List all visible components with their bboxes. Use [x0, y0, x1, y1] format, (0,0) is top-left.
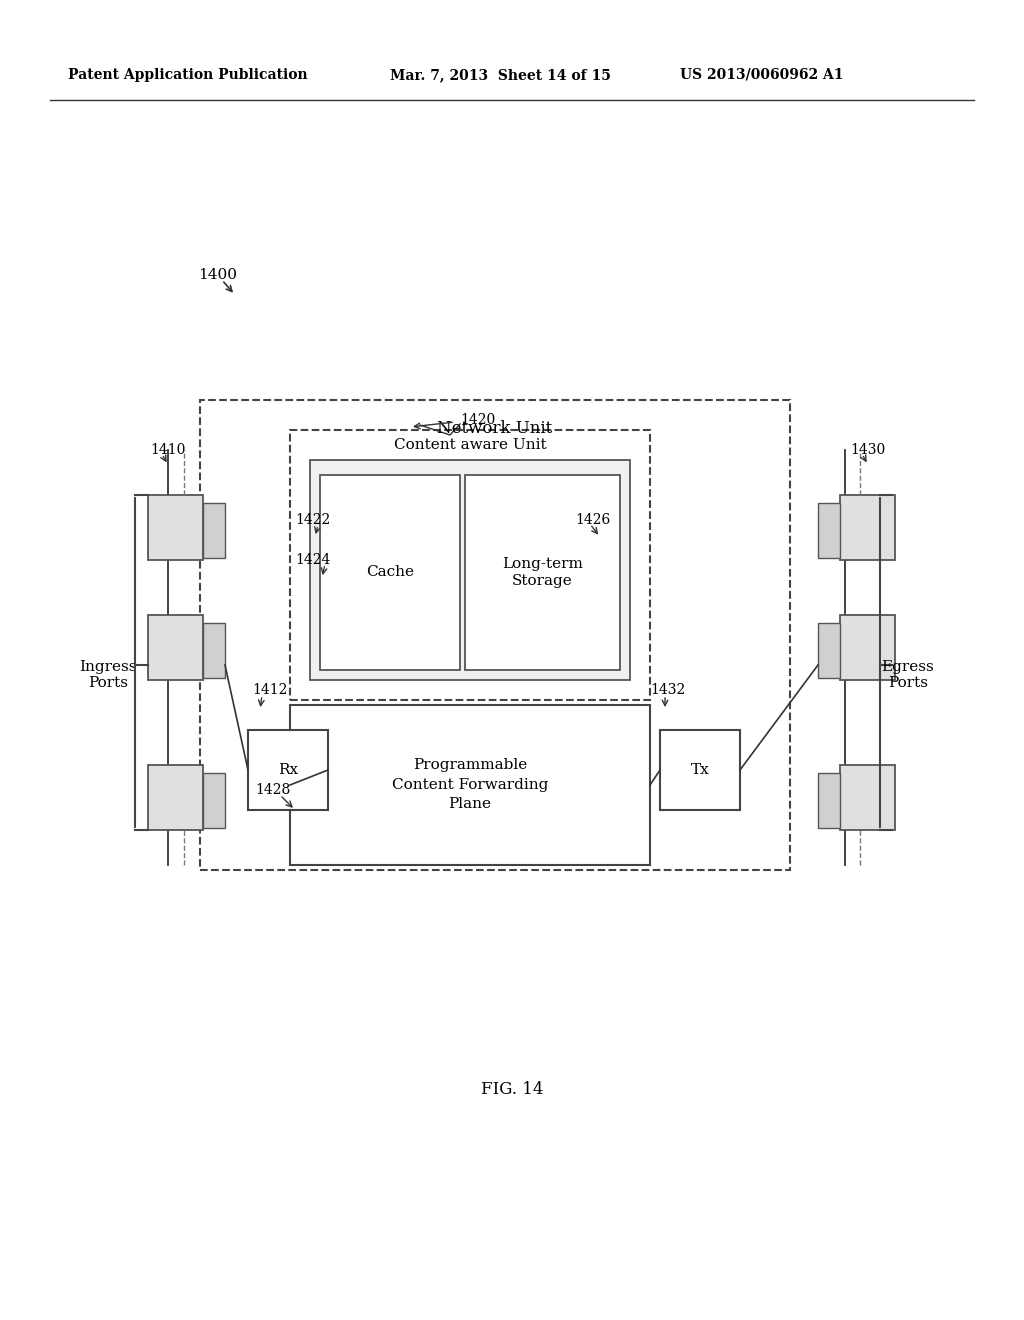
FancyBboxPatch shape	[148, 495, 203, 560]
Text: 1426: 1426	[575, 513, 610, 527]
Text: 1428: 1428	[255, 783, 290, 797]
Text: FIG. 14: FIG. 14	[480, 1081, 544, 1098]
Text: 1410: 1410	[150, 444, 185, 457]
FancyBboxPatch shape	[290, 430, 650, 700]
FancyBboxPatch shape	[818, 503, 840, 558]
Text: Ingress
Ports: Ingress Ports	[79, 660, 137, 690]
Text: Patent Application Publication: Patent Application Publication	[68, 69, 307, 82]
FancyBboxPatch shape	[148, 766, 203, 830]
FancyBboxPatch shape	[319, 475, 460, 671]
FancyBboxPatch shape	[203, 774, 225, 828]
FancyBboxPatch shape	[148, 615, 203, 680]
Text: Content aware Unit: Content aware Unit	[393, 438, 547, 451]
Text: Long-term
Storage: Long-term Storage	[502, 557, 583, 587]
FancyBboxPatch shape	[840, 495, 895, 560]
Text: 1424: 1424	[295, 553, 331, 568]
Text: 1420: 1420	[460, 413, 496, 426]
Text: 1400: 1400	[198, 268, 237, 282]
Text: 1430: 1430	[850, 444, 886, 457]
FancyBboxPatch shape	[200, 400, 790, 870]
FancyBboxPatch shape	[840, 615, 895, 680]
FancyBboxPatch shape	[290, 705, 650, 865]
FancyBboxPatch shape	[203, 623, 225, 678]
Text: Egress
Ports: Egress Ports	[882, 660, 934, 690]
Text: Network Unit: Network Unit	[437, 420, 553, 437]
Text: Rx: Rx	[278, 763, 298, 777]
FancyBboxPatch shape	[465, 475, 620, 671]
Text: 1422: 1422	[295, 513, 331, 527]
Text: 1412: 1412	[252, 682, 288, 697]
Text: 1432: 1432	[650, 682, 685, 697]
Text: Mar. 7, 2013  Sheet 14 of 15: Mar. 7, 2013 Sheet 14 of 15	[390, 69, 611, 82]
Text: Cache: Cache	[366, 565, 414, 579]
FancyBboxPatch shape	[248, 730, 328, 810]
FancyBboxPatch shape	[818, 774, 840, 828]
Text: US 2013/0060962 A1: US 2013/0060962 A1	[680, 69, 844, 82]
FancyBboxPatch shape	[310, 459, 630, 680]
Text: Programmable
Content Forwarding
Plane: Programmable Content Forwarding Plane	[392, 759, 548, 812]
FancyBboxPatch shape	[203, 503, 225, 558]
FancyBboxPatch shape	[818, 623, 840, 678]
Text: Tx: Tx	[690, 763, 710, 777]
FancyBboxPatch shape	[660, 730, 740, 810]
FancyBboxPatch shape	[840, 766, 895, 830]
